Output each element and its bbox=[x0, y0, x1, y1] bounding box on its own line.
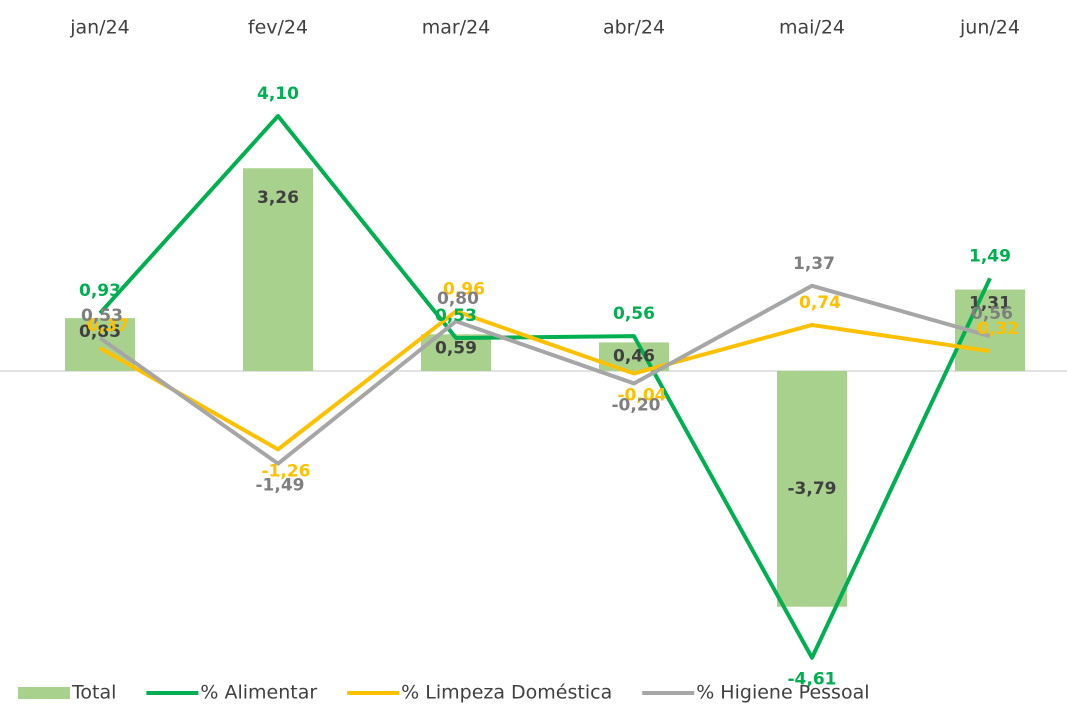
legend-label: % Higiene Pessoal bbox=[696, 682, 869, 704]
data-label: -1,26 bbox=[262, 461, 311, 481]
data-label: 1,31 bbox=[969, 294, 1011, 314]
data-label: -0,04 bbox=[618, 385, 667, 405]
data-label: -3,79 bbox=[788, 479, 837, 499]
data-label: 0,93 bbox=[79, 281, 121, 301]
data-label: 1,37 bbox=[793, 254, 835, 274]
x-tick-label: fev/24 bbox=[248, 17, 308, 39]
legend-label: Total bbox=[71, 682, 116, 704]
line bbox=[99, 309, 991, 452]
data-label: 3,26 bbox=[257, 188, 299, 208]
data-label: 0,80 bbox=[437, 289, 479, 309]
data-label: 4,10 bbox=[257, 84, 299, 104]
data-label: 0,32 bbox=[977, 319, 1019, 339]
data-label: 0,46 bbox=[613, 346, 655, 366]
data-label: 1,49 bbox=[969, 246, 1011, 266]
data-label: 0,56 bbox=[613, 304, 655, 324]
data-label: 0,85 bbox=[79, 322, 121, 342]
x-tick-label: mar/24 bbox=[422, 17, 491, 39]
bar bbox=[243, 168, 313, 371]
x-tick-label: jun/24 bbox=[959, 17, 1020, 39]
legend-label: % Alimentar bbox=[200, 682, 317, 704]
line bbox=[98, 113, 992, 660]
legend-label: % Limpeza Doméstica bbox=[401, 682, 612, 704]
data-label: -4,61 bbox=[788, 670, 837, 690]
data-label: 0,59 bbox=[435, 338, 477, 358]
bar bbox=[777, 371, 847, 607]
data-label: 0,56 bbox=[971, 304, 1013, 324]
x-tick-label: mai/24 bbox=[779, 17, 845, 39]
data-label: 0,96 bbox=[443, 279, 485, 299]
data-label: 0,53 bbox=[435, 306, 477, 326]
line bbox=[98, 283, 991, 466]
data-label: 0,37 bbox=[87, 316, 129, 336]
legend-swatch bbox=[18, 687, 70, 699]
data-label: 0,74 bbox=[799, 293, 841, 313]
x-tick-label: abr/24 bbox=[603, 17, 665, 39]
data-label: -1,49 bbox=[256, 476, 305, 496]
x-tick-label: jan/24 bbox=[69, 17, 130, 39]
data-label: 0,53 bbox=[81, 306, 123, 326]
data-label: -0,20 bbox=[612, 395, 661, 415]
